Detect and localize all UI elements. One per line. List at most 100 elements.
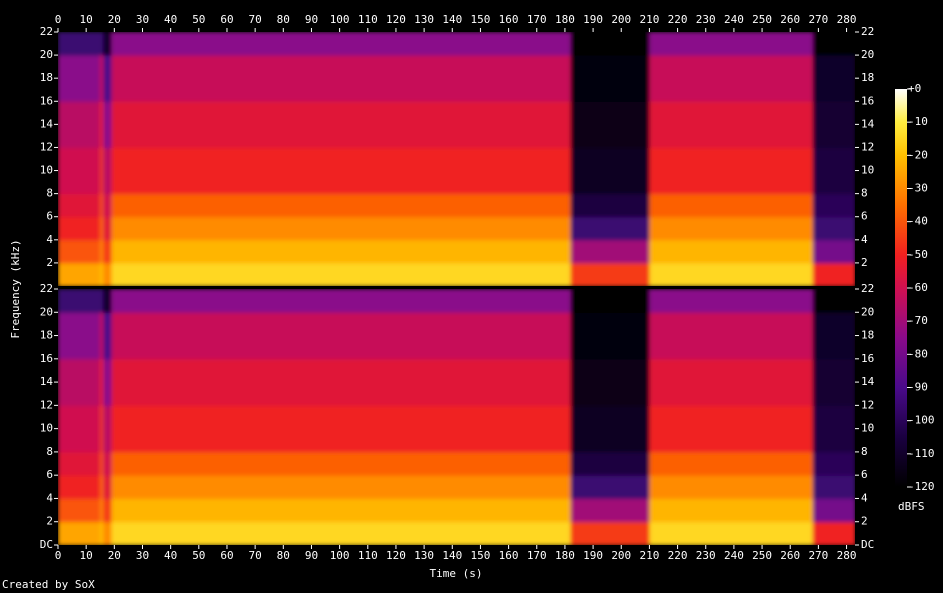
- x-tick-label: 50: [192, 549, 205, 562]
- spectrogram-cell: [100, 147, 104, 195]
- spectrogram-cell: [103, 405, 113, 453]
- colorbar-tick-label: -10: [908, 115, 928, 128]
- x-tick-label: 190: [583, 549, 603, 562]
- spectrogram-cell: [58, 475, 101, 499]
- spectrogram-cell: [570, 32, 650, 56]
- spectrogram-cell: [100, 32, 104, 56]
- spectrogram-cell: [103, 262, 113, 286]
- spectrogram-cell: [58, 32, 101, 56]
- y-tick-label: 12: [40, 398, 53, 411]
- spectrogram-cell: [103, 55, 113, 102]
- spectrogram-cell: [812, 55, 855, 102]
- spectrogram-cell: [100, 451, 104, 476]
- spectrogram-cell: [100, 498, 104, 523]
- y-tick-label: 6: [46, 210, 53, 223]
- spectrogram-cell: [58, 239, 101, 264]
- x-tick-label: 20: [108, 549, 121, 562]
- spectrogram-cell: [111, 521, 572, 545]
- spectrogram-cell: [570, 55, 650, 102]
- colorbar-tick-label: -120: [908, 480, 935, 493]
- y-tick-label: 20: [861, 305, 874, 318]
- spectrogram-cell: [570, 262, 650, 286]
- spectrogram-cell: [58, 147, 101, 195]
- y-tick-label: 16: [861, 94, 874, 107]
- x-tick-label: 100: [330, 549, 350, 562]
- spectrogram-cell: [103, 193, 113, 218]
- spectrogram-cell: [570, 498, 650, 523]
- spectrogram-cell: [111, 193, 572, 218]
- y-tick-label: 8: [46, 445, 53, 458]
- colorbar-tick-label: -90: [908, 381, 928, 394]
- spectrogram-cell: [111, 289, 572, 313]
- spectrogram-cell: [649, 193, 814, 218]
- spectrogram-cell: [100, 55, 104, 102]
- spectrogram-cell: [812, 498, 855, 523]
- spectrogram-cell: [100, 239, 104, 264]
- spectrogram-cell: [111, 101, 572, 148]
- spectrogram-cell: [111, 475, 572, 499]
- colorbar-tick-label: -20: [908, 148, 928, 161]
- y-tick-label: DC: [861, 538, 874, 551]
- x-tick-label: 50: [192, 13, 205, 26]
- colorbar-label: dBFS: [898, 500, 925, 513]
- spectrogram-cell: [111, 147, 572, 195]
- colorbar-tick-label: -30: [908, 182, 928, 195]
- cells: [58, 32, 855, 286]
- colorbar-tick-label: -70: [908, 314, 928, 327]
- y-tick-label: 4: [46, 233, 53, 246]
- y-tick-label: 8: [861, 445, 868, 458]
- y-tick-label: 14: [40, 375, 54, 388]
- spectrogram-cell: [100, 289, 104, 313]
- y-tick-label: 12: [861, 140, 874, 153]
- x-tick-label: 180: [555, 13, 575, 26]
- spectrogram-cell: [58, 55, 101, 102]
- x-tick-label: 250: [752, 549, 772, 562]
- spectrogram-cell: [58, 262, 101, 286]
- spectrogram-cell: [812, 101, 855, 148]
- x-tick-label: 170: [527, 549, 547, 562]
- x-tick-label: 220: [668, 549, 688, 562]
- y-tick-label: 22: [861, 25, 874, 38]
- colorbar-tick-label: +0: [908, 82, 921, 95]
- spectrogram-cell: [649, 475, 814, 499]
- x-tick-label: 190: [583, 13, 603, 26]
- spectrogram-cell: [570, 289, 650, 313]
- spectrogram-cell: [58, 521, 101, 545]
- x-tick-label: 230: [696, 13, 716, 26]
- y-tick-label: 2: [46, 256, 53, 269]
- spectrogram-cell: [812, 216, 855, 241]
- spectrogram-cell: [570, 521, 650, 545]
- spectrogram-cell: [570, 101, 650, 148]
- spectrogram-cell: [58, 312, 101, 360]
- spectrogram-cell: [111, 216, 572, 241]
- spectrogram-cell: [812, 32, 855, 56]
- spectrogram-cell: [649, 216, 814, 241]
- spectrogram-cell: [58, 358, 101, 406]
- y-tick-label: 20: [40, 305, 53, 318]
- y-tick-label: 4: [46, 491, 53, 504]
- spectrogram-cell: [100, 262, 104, 286]
- x-tick-label: 120: [386, 13, 406, 26]
- x-tick-label: 240: [724, 13, 744, 26]
- x-tick-label: 260: [780, 13, 800, 26]
- colorbar-tick-label: -110: [908, 447, 935, 460]
- spectrogram-cell: [649, 405, 814, 453]
- x-tick-label: 70: [249, 13, 262, 26]
- y-tick-label: 12: [40, 140, 53, 153]
- channel-1: [58, 289, 855, 545]
- spectrogram-cell: [812, 405, 855, 453]
- x-tick-label: 270: [808, 549, 828, 562]
- y-tick-label: 22: [40, 282, 53, 295]
- spectrogram-cell: [649, 147, 814, 195]
- x-tick-label: 240: [724, 549, 744, 562]
- x-tick-label: 40: [164, 13, 177, 26]
- y-axis-label: Frequency (kHz): [9, 239, 22, 338]
- y-tick-label: 20: [40, 48, 53, 61]
- y-tick-label: 8: [46, 187, 53, 200]
- spectrogram-cell: [570, 475, 650, 499]
- x-tick-label: 0: [55, 13, 62, 26]
- y-tick-label: 16: [40, 94, 53, 107]
- y-tick-label: 16: [40, 352, 53, 365]
- spectrogram-cell: [58, 216, 101, 241]
- spectrogram-cell: [570, 147, 650, 195]
